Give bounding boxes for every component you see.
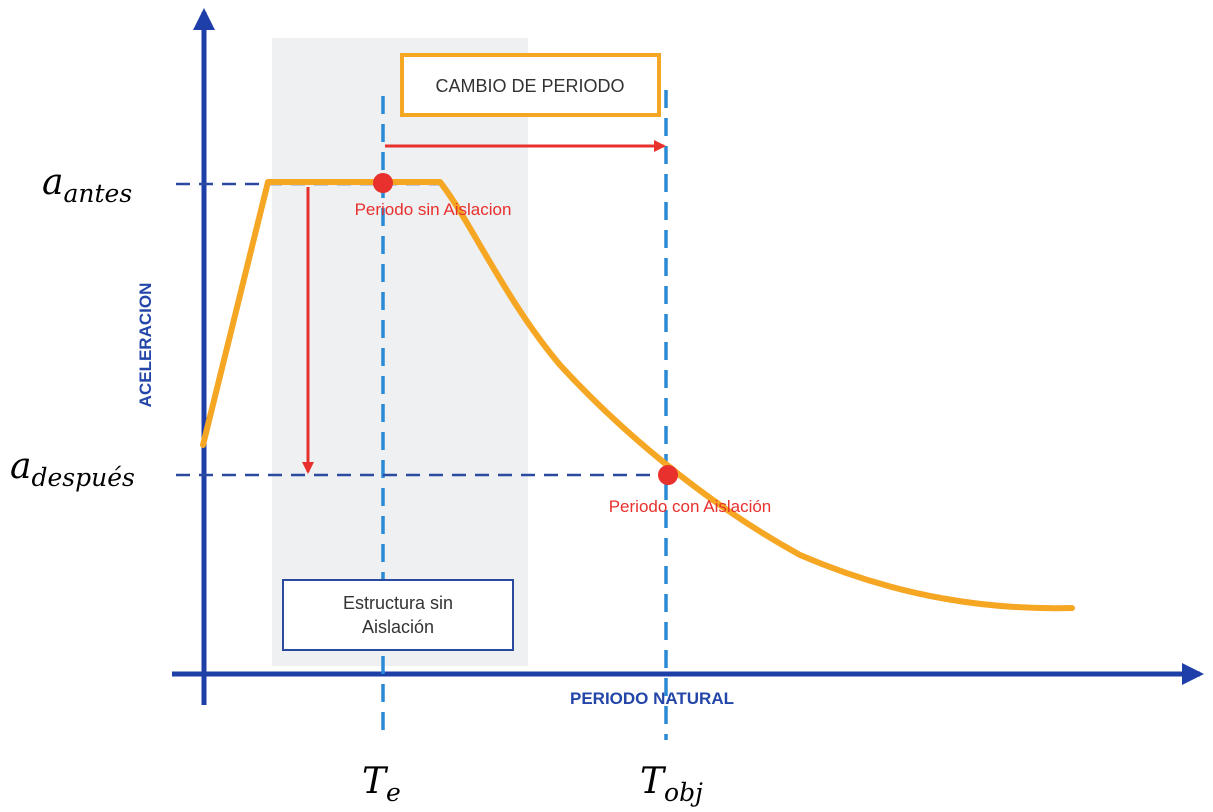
point-without-isolation [373, 173, 393, 193]
tobj-label: Tobj [640, 761, 703, 807]
period-change-box-label: CAMBIO DE PERIODO [435, 76, 624, 96]
period-change-box [400, 53, 661, 117]
point-without-isolation-label: Periodo sin Aislacion [355, 200, 512, 219]
te-label: Te [362, 761, 401, 807]
a-despues-label: adespués [10, 446, 135, 492]
point-with-isolation [658, 465, 678, 485]
point-with-isolation-label: Periodo con Aislación [609, 497, 772, 516]
structure-without-isolation-box [282, 579, 514, 651]
y-axis-title: ACELERACION [136, 283, 155, 408]
shaded-region-without-isolation [272, 38, 528, 666]
structure-box-line1: Estructura sin [343, 593, 453, 613]
structure-box-line2: Aislación [362, 617, 434, 637]
a-antes-label: aantes [42, 162, 132, 208]
x-axis-title: PERIODO NATURAL [570, 689, 734, 708]
response-spectrum-curve [200, 179, 1075, 612]
